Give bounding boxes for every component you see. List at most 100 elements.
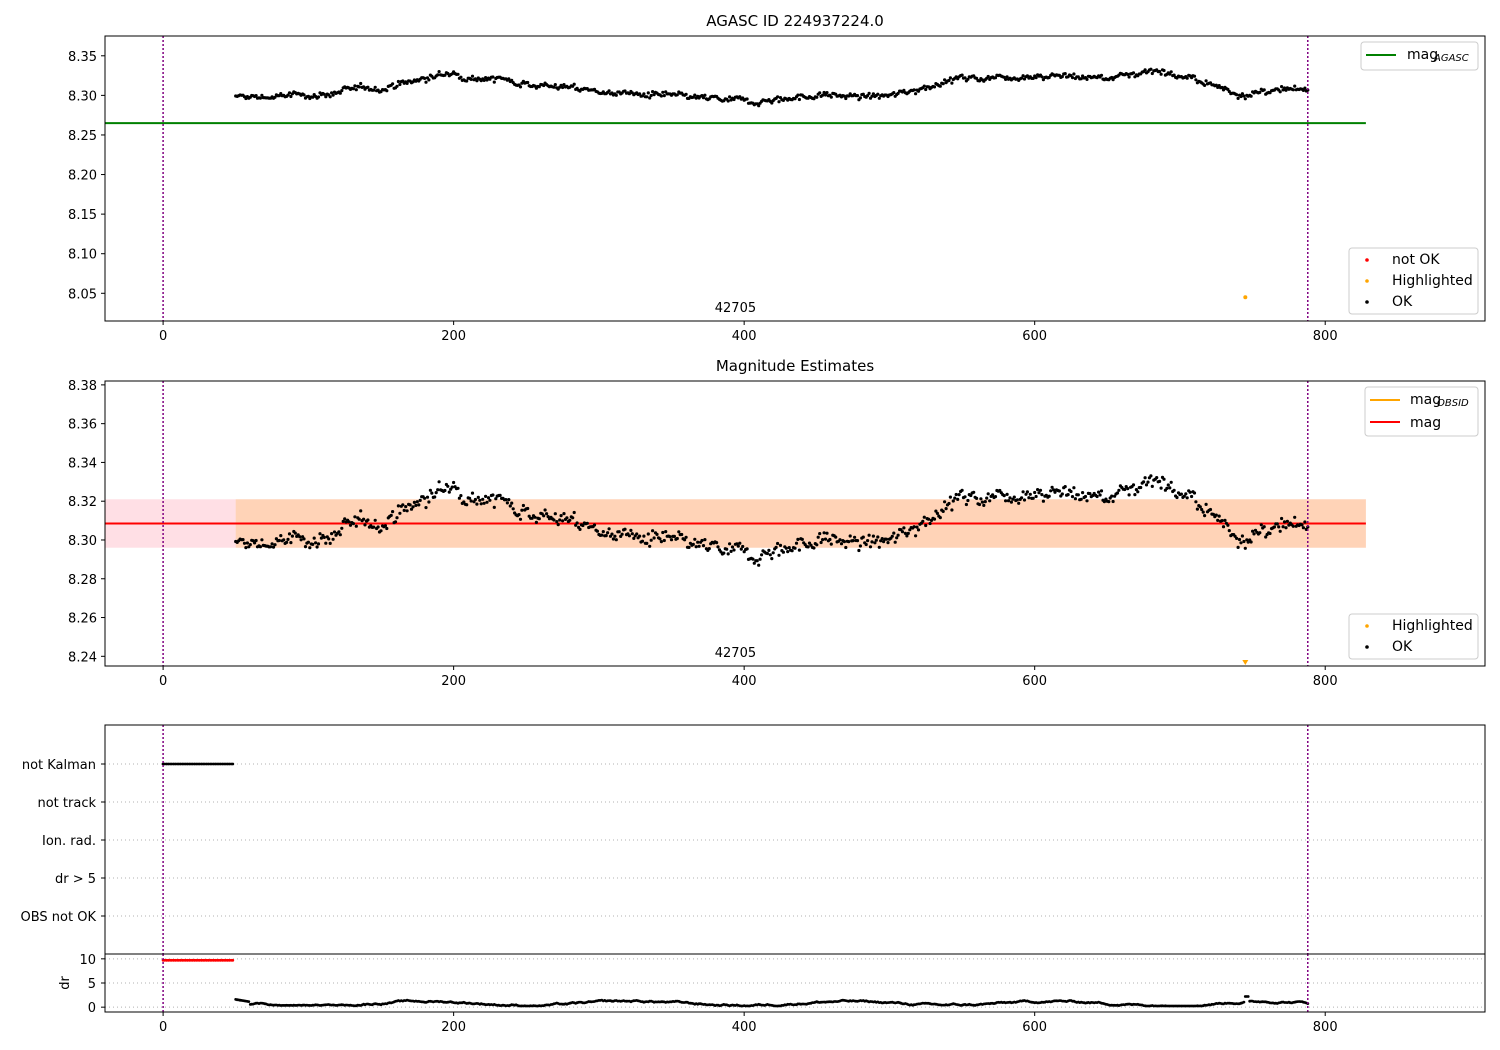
ok-point [427,500,431,504]
ok-point [1050,485,1054,489]
ok-point [777,553,781,557]
ok-point [1020,496,1024,500]
ok-point [1097,490,1101,494]
ok-point [855,94,860,98]
flag-category-label: not Kalman [22,758,96,773]
dr-ok-point [1246,995,1250,998]
ok-point [393,520,398,524]
ok-point [1208,507,1213,512]
ok-point [561,85,565,90]
ok-point [322,92,326,96]
ok-point [1236,96,1240,100]
ok-point [450,485,454,489]
ok-point [880,537,884,541]
ok-point [511,507,515,511]
ok-point [924,87,928,92]
ok-point [890,534,894,538]
ok-point [703,538,707,542]
ok-point [914,534,918,538]
ok-point [518,85,523,89]
ok-point [373,85,377,89]
ok-point [787,546,791,550]
ok-point [675,536,679,541]
ok-point [328,541,332,546]
ok-point [331,537,335,541]
ok-point [330,532,334,536]
ok-point [629,528,633,533]
panel1-title: AGASC ID 224937224.0 [706,12,884,30]
ok-point [447,490,451,494]
panel2-title: Magnitude Estimates [716,357,874,375]
ok-point [498,493,502,497]
ok-point [1194,500,1198,504]
ok-point [423,76,427,80]
ok-point [1165,486,1169,490]
ok-point [902,526,906,530]
ok-point [938,84,942,88]
ok-point [293,531,297,535]
ok-point [642,534,646,538]
ok-point [1293,515,1297,519]
not-kalman-point [231,762,235,766]
ok-point [1249,540,1253,544]
ok-point [456,486,460,490]
ok-point [1284,526,1288,530]
ok-point [1143,476,1147,480]
ok-point [1291,88,1295,92]
ok-point [758,557,762,561]
ok-point [893,540,897,544]
ok-point [357,517,361,521]
ok-point [391,510,395,514]
ok-point [738,541,742,545]
ok-point [1066,493,1070,497]
ok-point [428,488,432,492]
panel-dr: 0 200 400 600 800 0 5 10 dr [58,953,1486,1035]
ok-point [796,93,800,97]
ok-point [606,531,610,535]
ok-point [430,491,434,495]
ok-point [373,518,377,522]
ok-point [793,546,797,550]
ok-point [337,530,341,534]
ok-point [1223,518,1227,523]
ok-point [877,545,881,549]
ok-point [607,89,611,93]
ok-point [1169,70,1173,74]
y-tick-label: 8.36 [68,418,97,433]
ok-point [829,542,833,546]
ok-point [900,530,905,534]
ok-point [902,88,906,92]
ok-point [765,551,770,556]
ok-point [404,505,408,509]
ok-point [794,541,799,545]
ok-point [715,541,719,545]
ok-point [741,544,745,549]
ok-point [385,89,389,93]
legend2-ok-label: OK [1392,639,1413,655]
y-tick-label: 8.32 [68,495,97,510]
ok-point [853,535,857,539]
ok-point [1303,520,1307,524]
ok-point [703,93,707,97]
ok-point [376,525,380,529]
ok-point [311,95,315,99]
ok-point [1258,531,1262,535]
ok-point [479,502,483,506]
ok-point [941,82,945,86]
ok-point [1301,88,1305,92]
ok-point [1057,489,1061,493]
ok-point [867,533,871,537]
ok-point [694,545,698,549]
ok-point [1117,488,1121,492]
ok-point [316,542,321,546]
ok-point [285,540,289,545]
ok-point [844,545,848,550]
ok-point [874,538,878,542]
legend-ok-marker [1365,300,1369,304]
ok-point [315,545,319,549]
ok-point [886,541,890,545]
legend2-highlighted-label: Highlighted [1392,618,1473,634]
ok-point [418,498,422,502]
y-tick-label: 8.24 [68,650,97,665]
ok-point [771,551,775,555]
